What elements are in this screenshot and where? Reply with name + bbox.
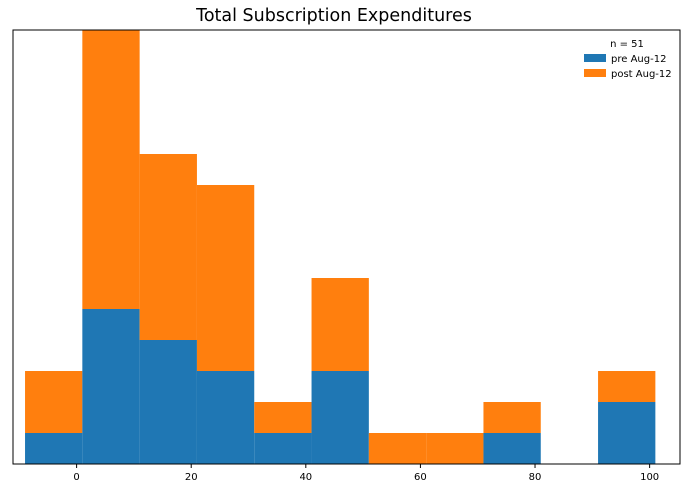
legend: n = 51 pre Aug-12 post Aug-12 [584,39,672,80]
bar-post-bin-3 [196,185,255,371]
bar-pre-bin-0 [25,433,83,464]
bar-pre-bin-3 [196,371,255,464]
bar-pre-bin-5 [311,371,369,464]
bar-pre-bin-8 [483,433,541,464]
legend-title: n = 51 [610,39,644,50]
legend-swatch-post [584,69,606,77]
bar-post-bin-4 [254,402,312,433]
bar-post-bin-0 [25,371,83,433]
legend-label-pre: pre Aug-12 [611,54,666,65]
bar-post-bin-2 [139,154,197,340]
bar-pre-bin-4 [254,433,312,464]
bar-post-bin-5 [311,278,369,371]
legend-label-post: post Aug-12 [611,69,672,80]
x-tick-label: 100 [640,472,659,483]
bar-pre-bin-10 [598,402,656,464]
bar-post-bin-7 [426,433,484,464]
bar-post-bin-8 [483,402,541,433]
x-tick-label: 0 [73,472,79,483]
x-axis: 0 20 40 60 80 100 [73,464,659,483]
bars-group [25,30,656,464]
bar-post-bin-10 [598,371,656,402]
legend-swatch-pre [584,54,606,62]
bar-post-bin-1 [82,30,140,309]
bar-pre-bin-1 [82,309,140,464]
x-tick-label: 20 [185,472,198,483]
plot-frame [12,29,681,465]
x-tick-label: 80 [529,472,542,483]
bar-post-bin-6 [368,433,427,464]
x-tick-label: 60 [414,472,427,483]
bar-pre-bin-2 [139,340,197,464]
x-tick-label: 40 [299,472,312,483]
chart-title: Total Subscription Expenditures [195,6,472,26]
